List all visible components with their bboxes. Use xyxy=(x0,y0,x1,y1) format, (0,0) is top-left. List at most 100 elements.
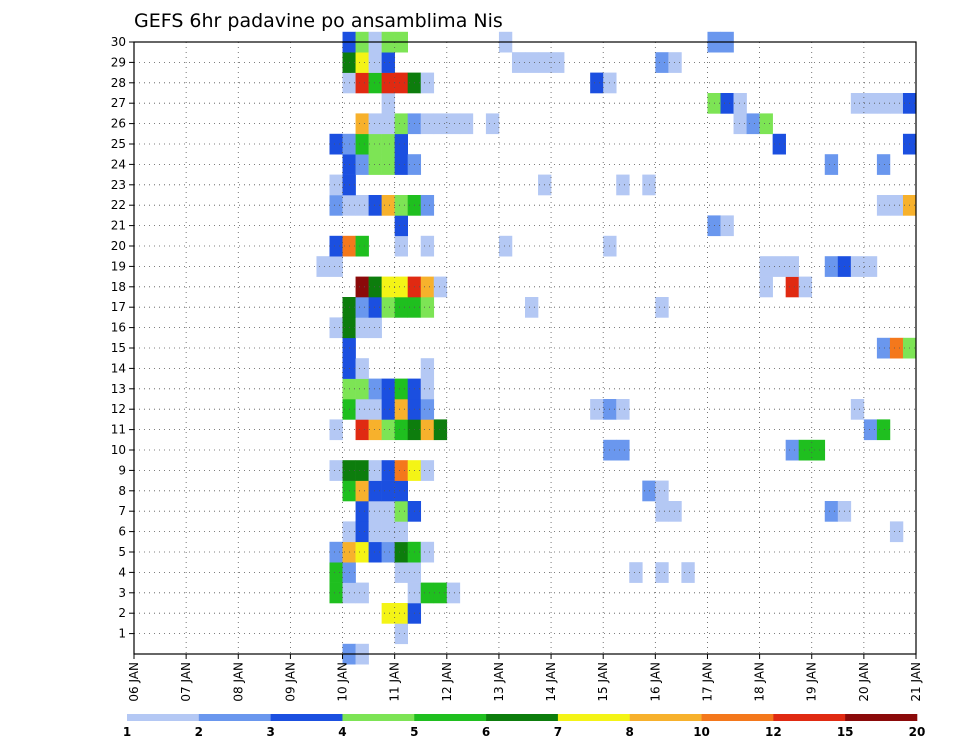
heatmap-cell xyxy=(720,93,734,114)
y-tick-label: 20 xyxy=(111,239,126,253)
heatmap-cell xyxy=(355,297,369,318)
y-tick-label: 1 xyxy=(118,627,126,641)
heatmap-cell xyxy=(355,419,369,441)
heatmap-cell xyxy=(329,541,343,563)
colorbar-label: 1 xyxy=(123,725,131,739)
heatmap-cell xyxy=(355,378,369,400)
heatmap-cell xyxy=(876,195,891,216)
colorbar-swatch xyxy=(845,714,918,721)
heatmap-cell xyxy=(394,195,408,216)
x-tick-label: 07 JAN xyxy=(179,662,193,702)
heatmap-cell xyxy=(355,582,369,604)
heatmap-cell xyxy=(368,419,382,441)
colorbar-label: 8 xyxy=(626,725,634,739)
heatmap-cell xyxy=(733,113,747,135)
heatmap-cell xyxy=(616,174,630,196)
heatmap-cell xyxy=(329,317,343,339)
heatmap-cell xyxy=(420,541,435,563)
y-tick-label: 3 xyxy=(118,586,126,600)
colorbar-swatch xyxy=(773,714,846,721)
heatmap-cell xyxy=(368,52,382,73)
heatmap-cell xyxy=(616,399,630,420)
heatmap-cell xyxy=(420,297,435,318)
heatmap-cell xyxy=(394,133,408,155)
heatmap-cell xyxy=(381,501,395,522)
heatmap-cell xyxy=(655,52,669,73)
heatmap-cell xyxy=(329,419,343,441)
heatmap-cell xyxy=(811,439,826,461)
heatmap-cell xyxy=(876,93,891,114)
colorbar-swatch xyxy=(557,714,631,721)
heatmap-cell xyxy=(355,72,369,94)
heatmap-cell xyxy=(446,113,461,135)
heatmap-cell xyxy=(863,93,878,114)
heatmap-cell xyxy=(433,276,448,298)
x-tick-label: 08 JAN xyxy=(231,662,245,702)
y-tick-label: 11 xyxy=(111,423,126,437)
heatmap-cell xyxy=(329,174,343,196)
heatmap-cell xyxy=(368,113,382,135)
heatmap-cell xyxy=(381,297,395,318)
colorbar-legend: 1 2 3 4 5 6 7 8 10 12 15 20 xyxy=(123,714,925,739)
heatmap-cell xyxy=(381,113,395,135)
heatmap-cell xyxy=(642,480,656,502)
heatmap-cell xyxy=(355,480,369,502)
heatmap-cell xyxy=(681,562,695,583)
heatmap-cell xyxy=(876,337,891,359)
y-tick-label: 25 xyxy=(111,137,126,151)
y-tick-label: 28 xyxy=(111,76,126,90)
heatmap-cell xyxy=(485,113,500,135)
heatmap-cell xyxy=(381,419,395,441)
heatmap-cell xyxy=(655,501,669,522)
x-tick-label: 10 JAN xyxy=(336,662,350,702)
heatmap-cell xyxy=(329,133,343,155)
heatmap-cell xyxy=(381,521,395,543)
y-tick-label: 22 xyxy=(111,198,126,212)
x-tick-label: 13 JAN xyxy=(492,662,506,702)
heatmap-cell xyxy=(785,276,799,298)
y-tick-label: 26 xyxy=(111,117,126,131)
heatmap-cell xyxy=(850,399,865,420)
y-tick-label: 23 xyxy=(111,178,126,192)
heatmap-cell xyxy=(355,399,369,420)
colorbar-swatch xyxy=(486,714,559,721)
y-tick-label: 14 xyxy=(111,361,126,375)
heatmap-cell xyxy=(655,562,669,583)
x-tick-label: 20 JAN xyxy=(857,662,871,702)
heatmap-cell xyxy=(889,93,904,114)
heatmap-cell xyxy=(368,317,382,339)
heatmap-cell xyxy=(368,378,382,400)
x-tick-label: 17 JAN xyxy=(700,662,714,702)
heatmap-cell xyxy=(329,195,343,216)
heatmap-cell xyxy=(394,72,408,94)
heatmap-cell xyxy=(798,439,813,461)
heatmap-cell xyxy=(876,154,891,175)
heatmap-cell xyxy=(394,521,408,543)
heatmap-cell xyxy=(551,52,565,73)
colorbar-swatch xyxy=(342,714,415,721)
heatmap-cell xyxy=(420,195,435,216)
chart-title: GEFS 6hr padavine po ansamblima Nis xyxy=(134,10,503,32)
grid-lines xyxy=(134,41,916,654)
heatmap-cell xyxy=(381,603,395,624)
y-tick-label: 4 xyxy=(118,565,126,579)
heatmap-cell xyxy=(355,358,369,379)
heatmap-cell xyxy=(355,195,369,216)
y-tick-label: 5 xyxy=(118,545,126,559)
heatmap-cell xyxy=(394,623,408,645)
heatmap-cell xyxy=(381,378,395,400)
heatmap-cell xyxy=(759,256,773,277)
heatmap-cell xyxy=(368,154,382,175)
heatmap-cell xyxy=(446,582,461,604)
colorbar-label: 7 xyxy=(554,725,562,739)
heatmap-cell xyxy=(394,154,408,175)
x-tick-label: 12 JAN xyxy=(440,662,454,702)
colorbar-swatch xyxy=(629,714,702,721)
heatmap-cell xyxy=(368,297,382,318)
heatmap-cell xyxy=(889,521,904,543)
heatmap-cell xyxy=(420,72,435,94)
heatmap-cell xyxy=(381,460,395,481)
heatmap-cell xyxy=(381,276,395,298)
heatmap-cell xyxy=(668,501,682,522)
